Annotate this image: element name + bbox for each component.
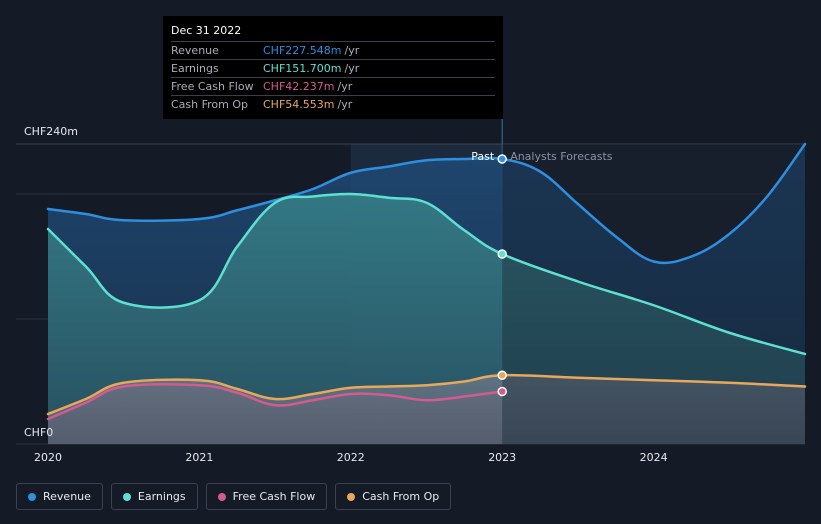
legend-dot-icon bbox=[122, 492, 131, 501]
legend-label: Cash From Op bbox=[362, 490, 440, 503]
line-revenue bbox=[46, 142, 807, 265]
legend-label: Earnings bbox=[137, 490, 186, 503]
legend-item-free-cash-flow[interactable]: Free Cash Flow bbox=[205, 483, 328, 510]
tooltip-unit: /yr bbox=[337, 80, 353, 93]
tooltip-date: Dec 31 2022 bbox=[171, 24, 242, 37]
legend-label: Revenue bbox=[43, 490, 91, 503]
tooltip-unit: /yr bbox=[344, 62, 360, 75]
tooltip-row-cash-from-op: Cash From Op CHF54.553m /yr bbox=[171, 95, 495, 113]
point-cash-from-op bbox=[497, 370, 507, 380]
past-label: Past bbox=[471, 150, 495, 163]
tooltip-row-earnings: Earnings CHF151.700m /yr bbox=[171, 59, 495, 77]
x-tick-label: 2022 bbox=[337, 451, 365, 464]
legend-dot-icon bbox=[347, 492, 356, 501]
legend-label: Free Cash Flow bbox=[232, 490, 316, 503]
x-tick-label: 2023 bbox=[488, 451, 516, 464]
forecast-shade bbox=[502, 144, 805, 444]
tooltip-row-free-cash-flow: Free Cash Flow CHF42.237m /yr bbox=[171, 77, 495, 95]
forecast-label: Analysts Forecasts bbox=[510, 150, 613, 163]
y-axis-bottom-label: CHF0 bbox=[24, 426, 53, 439]
tooltip-label: Free Cash Flow bbox=[171, 80, 254, 93]
x-tick-label: 2021 bbox=[185, 451, 213, 464]
point-free-cash-flow bbox=[497, 386, 507, 397]
point-earnings bbox=[497, 249, 507, 259]
point-revenue bbox=[497, 154, 507, 164]
legend-dot-icon bbox=[217, 492, 226, 501]
y-axis-top-label: CHF240m bbox=[24, 125, 78, 138]
tooltip-label: Revenue bbox=[171, 44, 219, 57]
tooltip-row-revenue: Revenue CHF227.548m /yr bbox=[171, 41, 495, 59]
line-free-cash-flow bbox=[46, 383, 504, 421]
x-tick-label: 2020 bbox=[34, 451, 62, 464]
line-earnings bbox=[46, 192, 807, 356]
tooltip-unit: /yr bbox=[344, 44, 360, 57]
tooltip-value: CHF151.700m bbox=[263, 62, 342, 75]
legend-item-revenue[interactable]: Revenue bbox=[16, 483, 103, 510]
tooltip: Dec 31 2022 Revenue CHF227.548m /yr Earn… bbox=[163, 16, 503, 119]
legend: Revenue Earnings Free Cash Flow Cash Fro… bbox=[16, 483, 452, 510]
tooltip-unit: /yr bbox=[337, 98, 353, 111]
tooltip-value: CHF42.237m bbox=[263, 80, 335, 93]
legend-item-cash-from-op[interactable]: Cash From Op bbox=[335, 483, 452, 510]
tooltip-label: Earnings bbox=[171, 62, 219, 75]
x-tick-label: 2024 bbox=[640, 451, 668, 464]
tooltip-value: CHF227.548m bbox=[263, 44, 342, 57]
tooltip-label: Cash From Op bbox=[171, 98, 249, 111]
legend-dot-icon bbox=[28, 492, 36, 501]
line-cash-from-op bbox=[46, 373, 807, 416]
legend-item-earnings[interactable]: Earnings bbox=[110, 483, 198, 510]
tooltip-value: CHF54.553m bbox=[263, 98, 335, 111]
